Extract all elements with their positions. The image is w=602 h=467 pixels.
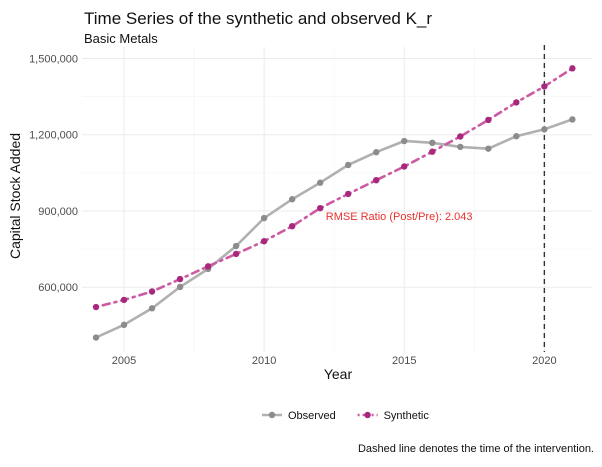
data-point-observed [569, 116, 576, 123]
y-tick-label: 900,000 [38, 206, 78, 218]
data-point-synthetic [288, 222, 296, 230]
series-line-synthetic [94, 67, 574, 309]
series-synthetic [92, 65, 576, 311]
y-tick-label: 1,500,000 [29, 53, 78, 65]
data-point-observed [345, 161, 352, 169]
data-point-synthetic [260, 237, 268, 245]
legend-item-observed: Observed [262, 410, 336, 422]
x-axis-title: Year [324, 366, 353, 382]
chart-subtitle: Basic Metals [84, 31, 158, 46]
y-axis-title: Capital Stock Added [7, 133, 23, 259]
legend-label: Observed [288, 410, 336, 422]
data-point-observed [120, 321, 128, 329]
data-point-observed [232, 242, 240, 250]
data-point-synthetic [457, 133, 464, 140]
data-point-synthetic [373, 176, 380, 184]
series-layer [92, 65, 576, 341]
x-tick-label: 2020 [532, 355, 556, 367]
data-point-observed [260, 214, 268, 222]
data-point-observed [401, 137, 408, 145]
series-line-observed [94, 118, 574, 339]
data-point-synthetic [232, 250, 240, 258]
chart-title: Time Series of the synthetic and observe… [84, 9, 432, 28]
data-point-synthetic [148, 288, 156, 295]
data-point-observed [429, 139, 436, 147]
data-point-synthetic [176, 275, 184, 283]
chart-caption: Dashed line denotes the time of the inte… [358, 443, 594, 455]
data-point-synthetic [401, 163, 408, 170]
data-point-observed [457, 143, 464, 151]
data-point-observed [176, 283, 184, 291]
data-point-observed [541, 126, 548, 133]
x-tick-label: 2015 [392, 355, 416, 367]
data-point-synthetic [429, 148, 436, 155]
y-axis-ticks: 600,000 900,000 1,200,000 1,500,000 [29, 53, 78, 294]
data-point-synthetic [569, 65, 576, 72]
data-point-observed [373, 149, 380, 156]
legend-item-synthetic: Synthetic [357, 410, 430, 422]
data-point-synthetic [120, 296, 128, 304]
data-point-synthetic [485, 116, 492, 124]
data-point-synthetic [204, 263, 212, 270]
data-point-synthetic [541, 83, 548, 90]
data-point-synthetic [92, 303, 100, 311]
legend: Observed Synthetic [262, 410, 429, 422]
x-axis-ticks: 2005 2010 2015 2020 [112, 355, 557, 367]
y-tick-label: 1,200,000 [29, 130, 78, 142]
data-point-observed [92, 334, 100, 341]
x-tick-label: 2005 [112, 355, 136, 367]
legend-label: Synthetic [384, 410, 430, 422]
rmse-annotation: RMSE Ratio (Post/Pre): 2.043 [326, 211, 473, 223]
x-tick-label: 2010 [252, 355, 276, 367]
data-point-synthetic [316, 204, 324, 212]
data-point-observed [513, 133, 520, 140]
data-point-observed [485, 145, 492, 152]
data-point-observed [148, 305, 156, 312]
legend-key-point [268, 411, 276, 419]
data-point-observed [316, 179, 324, 186]
legend-key-point [364, 411, 371, 419]
y-tick-label: 600,000 [38, 282, 78, 294]
data-point-observed [288, 196, 296, 203]
data-point-synthetic [513, 99, 520, 106]
data-point-synthetic [345, 190, 352, 198]
